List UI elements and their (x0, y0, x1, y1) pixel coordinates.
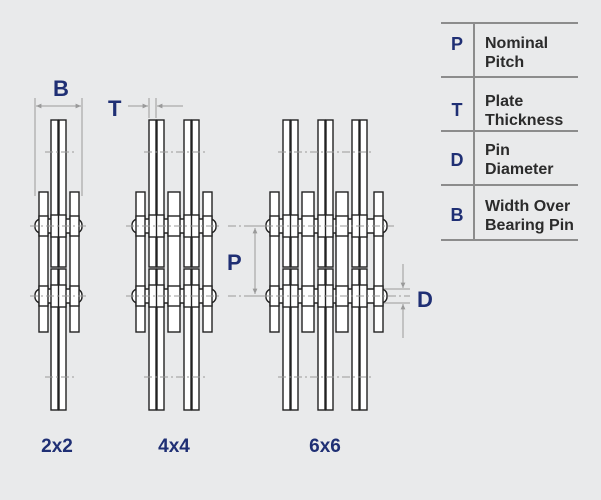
chain-4x4 (131, 119, 217, 411)
chain-label-6x6: 6x6 (309, 436, 341, 457)
chain-6x6 (265, 119, 388, 411)
legend-term-line1: Plate (485, 93, 523, 110)
outer-plate (69, 191, 80, 333)
legend-term-line1: Width Over (485, 198, 570, 215)
legend-symbol: T (452, 100, 463, 120)
legend-row-p: P Nominal Pitch (451, 34, 548, 71)
chain-label-2x2: 2x2 (41, 436, 73, 457)
label-p: P (227, 250, 242, 275)
legend-term-line1: Nominal (485, 35, 548, 52)
legend-row-b: B Width Over Bearing Pin (451, 198, 574, 234)
legend-row-d: D Pin Diameter (451, 142, 554, 178)
inner-plate (58, 119, 67, 268)
legend-term-line1: Pin (485, 142, 510, 159)
dimension-p (244, 225, 272, 297)
outer-plate (38, 191, 49, 333)
dimension-b (34, 98, 83, 196)
legend-table: P Nominal Pitch T Plate Thickness D Pin … (441, 22, 578, 241)
legend-row-t: T Plate Thickness (452, 93, 564, 129)
label-t: T (108, 96, 122, 121)
chain-label-4x4: 4x4 (158, 436, 190, 457)
inner-plate (50, 268, 59, 411)
legend-term-line2: Pitch (485, 54, 524, 71)
label-d: D (417, 287, 433, 312)
legend-term-line2: Thickness (485, 112, 563, 129)
label-b: B (53, 76, 69, 101)
dimension-d (384, 264, 410, 338)
legend-term-line2: Bearing Pin (485, 217, 574, 234)
legend-symbol: P (451, 34, 463, 54)
dimension-t (128, 98, 183, 118)
inner-plate (58, 268, 67, 411)
legend-term-line2: Diameter (485, 161, 553, 178)
inner-plate (50, 119, 59, 268)
legend-symbol: B (451, 205, 464, 225)
legend-symbol: D (451, 150, 464, 170)
chain-2x2 (34, 119, 83, 411)
